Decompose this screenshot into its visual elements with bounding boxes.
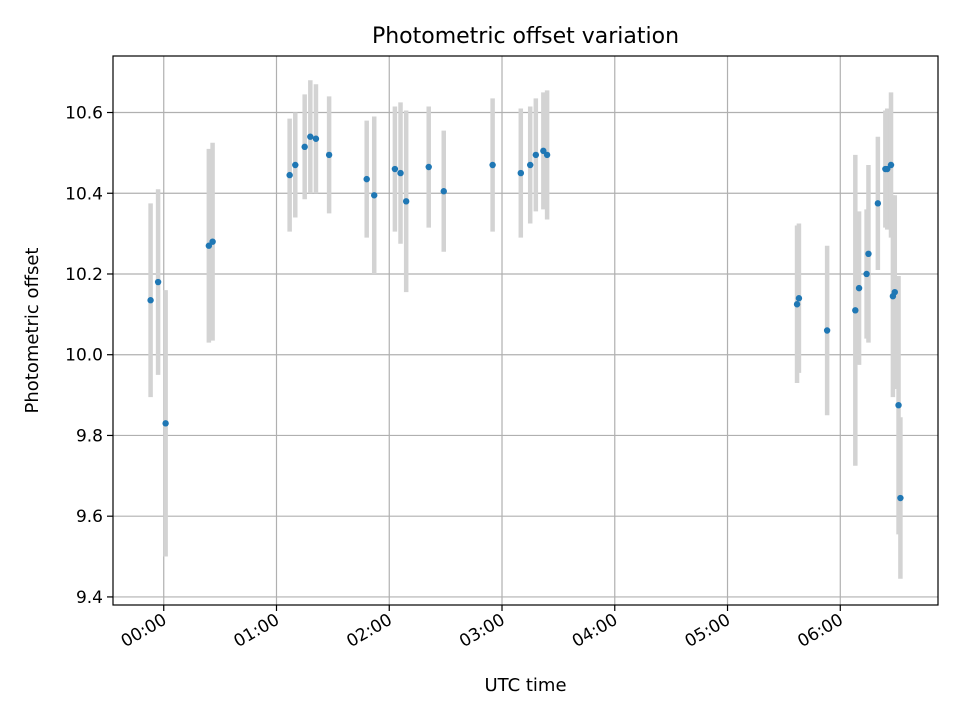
data-point	[205, 242, 213, 249]
data-point	[147, 297, 154, 304]
data-point	[517, 169, 525, 177]
data-point	[540, 147, 547, 155]
data-point	[363, 175, 370, 183]
axis-ticks: 00:00 01:00 02:00 03:00 04:00 05:00 06:00 9.4 9.…	[65, 104, 847, 652]
data-point	[312, 135, 320, 142]
data-point	[855, 284, 863, 292]
y-tick-label: 9.4	[76, 588, 103, 608]
data-point	[874, 200, 882, 207]
y-tick-label: 9.8	[76, 426, 103, 446]
data-point	[391, 165, 399, 173]
data-point	[852, 307, 859, 314]
data-point	[307, 133, 314, 140]
data-point	[154, 278, 162, 286]
data-point	[884, 165, 891, 173]
x-axis-label: UTC time	[484, 675, 566, 696]
x-tick-label: 05:00	[682, 610, 734, 652]
grid-lines	[113, 56, 938, 605]
data-point	[292, 161, 299, 169]
x-tick-label: 06:00	[794, 610, 846, 652]
data-point	[526, 161, 534, 169]
data-point	[371, 192, 378, 199]
data-point	[325, 151, 333, 159]
y-tick-label: 10.2	[65, 265, 103, 285]
data-point	[793, 301, 801, 308]
data-point	[895, 401, 902, 409]
data-point	[891, 288, 898, 296]
y-tick-label: 9.6	[76, 507, 103, 527]
data-point	[402, 198, 410, 205]
data-point	[543, 151, 551, 159]
y-tick-label: 10.0	[65, 346, 103, 366]
data-point	[301, 143, 308, 151]
data-point	[863, 270, 870, 278]
x-tick-label: 01:00	[231, 610, 283, 652]
data-points	[147, 133, 904, 502]
data-point	[489, 161, 496, 169]
plot-frame	[112, 55, 939, 606]
y-tick-label: 10.6	[65, 104, 103, 124]
y-axis-label: Photometric offset	[22, 248, 43, 414]
data-point	[440, 188, 447, 195]
x-tick-label: 03:00	[456, 610, 508, 652]
data-point	[209, 238, 216, 245]
y-tick-label: 10.4	[65, 184, 103, 204]
data-point	[823, 327, 831, 334]
x-tick-label: 00:00	[118, 610, 170, 652]
data-point	[286, 171, 293, 179]
error-bars	[148, 80, 903, 579]
data-point	[897, 494, 904, 502]
data-point	[162, 420, 169, 427]
data-point	[397, 169, 404, 177]
data-point	[865, 250, 872, 258]
data-point	[887, 161, 895, 169]
x-tick-label: 04:00	[569, 610, 621, 652]
chart-title: Photometric offset variation	[372, 24, 679, 49]
data-point	[532, 151, 540, 159]
data-point	[425, 163, 432, 171]
x-tick-label: 02:00	[343, 610, 395, 652]
data-point	[795, 295, 803, 302]
